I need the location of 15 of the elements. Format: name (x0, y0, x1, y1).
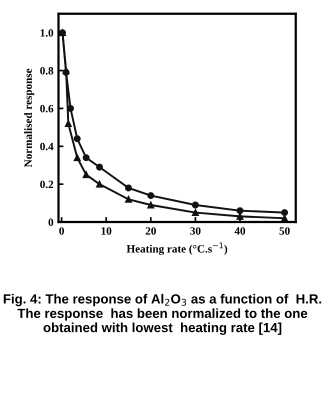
x-axis-title: Heating rate (°C.s$^{−1}$) (126, 242, 228, 255)
x-tick-label: 30 (190, 227, 201, 235)
y-tick-label: 1.0 (40, 29, 54, 37)
y-tick-label: 0.8 (40, 67, 54, 75)
x-tick-label: 40 (234, 227, 246, 235)
x-tick-label: 10 (102, 227, 112, 235)
y-axis-title: Normalised response (24, 68, 34, 168)
caption: Fig. 4: The response of Al$_{2}$O$_{3}$ as a function of H.R. The response has been normalized to the one obtained with lowest heating rate [14] (4, 294, 322, 335)
y-tick-label: 0.4 (40, 142, 54, 150)
x-tick-label: 20 (146, 227, 156, 235)
y-tick-label: 0.2 (40, 180, 54, 188)
x-tick-label: 50 (279, 227, 290, 235)
x-tick-label: 0 (59, 227, 64, 235)
y-tick-label: 0 (48, 218, 54, 226)
y-tick-label: 0.6 (40, 104, 54, 112)
